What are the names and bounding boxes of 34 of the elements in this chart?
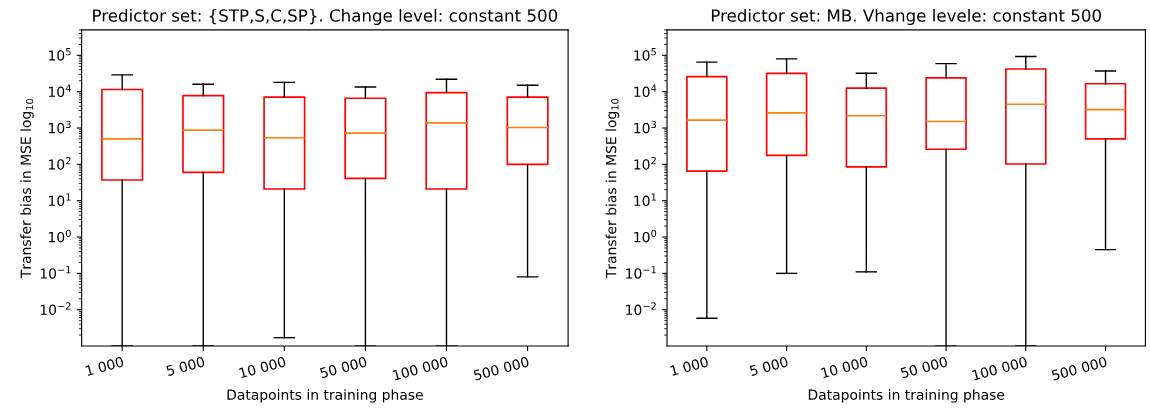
y-tick-label: 10$^{3}$ — [634, 120, 657, 134]
x-axis-title: Datapoints in training phase — [227, 389, 423, 403]
x-tick-label: 5 000 — [749, 356, 789, 377]
y-tick-label: 10$^{4}$ — [49, 84, 71, 98]
y-tick-label: 10$^{1}$ — [49, 193, 71, 207]
y-tick-label: 10$^{4}$ — [634, 84, 657, 98]
x-tick-label: 10 000 — [820, 356, 869, 379]
y-tick-label: 10$^{5}$ — [634, 48, 656, 61]
y-tick-label: 10$^{−1}$ — [626, 266, 656, 279]
x-axis-title: Datapoints in training phase — [808, 389, 1005, 403]
x-tick-label: 1 000 — [670, 356, 709, 377]
x-tick-label: 500 000 — [1051, 356, 1108, 381]
y-tick-label: 10$^{−1}$ — [40, 266, 71, 279]
x-tick-label: 50 000 — [319, 356, 368, 379]
y-tick-label: 10$^{0}$ — [49, 229, 71, 243]
x-tick-label: 10 000 — [238, 356, 287, 379]
chart-title: Predictor set: {STP,S,C,SP}. Change level: constant 500 — [93, 8, 558, 26]
x-tick-label: 5 000 — [165, 356, 206, 377]
x-tick-label: 50 000 — [900, 356, 948, 379]
y-tick-label: 10$^{2}$ — [634, 156, 656, 170]
y-tick-label: 10$^{−2}$ — [40, 302, 71, 316]
x-tick-label: 100 000 — [971, 356, 1028, 381]
y-tick-label: 10$^{3}$ — [49, 120, 71, 134]
y-axis-title: Transfer bias in MSE log$_{10}$ — [605, 98, 620, 279]
chart-title: Predictor set: MB. Vhange levele: constant 500 — [711, 8, 1101, 26]
y-axis-title: Transfer bias in MSE log$_{10}$ — [20, 98, 34, 279]
x-tick-label: 100 000 — [392, 356, 449, 381]
y-tick-label: 10$^{5}$ — [49, 48, 71, 61]
y-tick-label: 10$^{0}$ — [634, 229, 657, 243]
y-tick-label: 10$^{−2}$ — [626, 302, 656, 316]
x-tick-label: 500 000 — [473, 356, 530, 381]
y-tick-label: 10$^{1}$ — [634, 193, 656, 207]
y-tick-label: 10$^{2}$ — [49, 156, 71, 170]
x-tick-label: 1 000 — [85, 356, 125, 377]
